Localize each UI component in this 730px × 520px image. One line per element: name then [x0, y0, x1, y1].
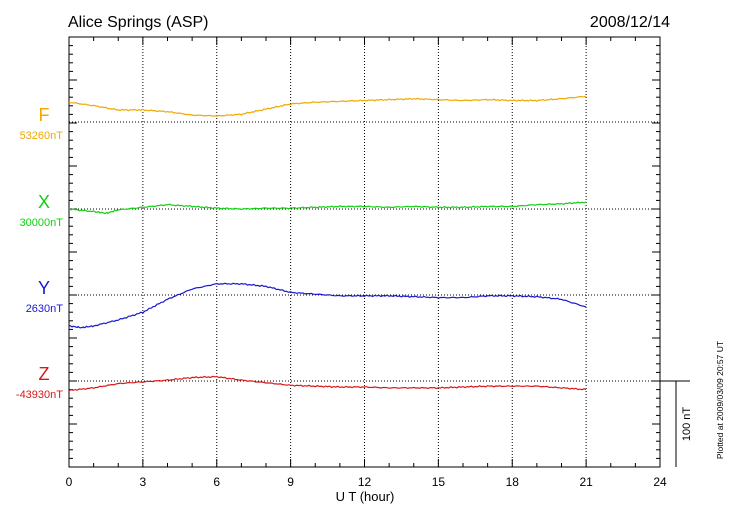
series-line-f [68, 95, 587, 117]
axis-ticks [68, 37, 661, 467]
x-tick-label: 0 [66, 475, 73, 489]
x-tick-label: 15 [432, 475, 446, 489]
plotted-at-footer: Plotted at 2009/03/09 20:57 UT [715, 341, 725, 459]
x-tick-labels: 0 3 6 9 12 15 18 21 24 [66, 475, 667, 489]
series-line-y [68, 282, 587, 329]
chart-date: 2008/12/14 [590, 14, 670, 31]
plot-frame [68, 36, 661, 468]
series-baseline-z: -43930nT [16, 389, 63, 401]
x-tick-label: 9 [287, 475, 294, 489]
grid-lines [69, 37, 660, 467]
scale-bar: 100 nT [660, 380, 693, 467]
series-name-x: X [38, 192, 50, 212]
scale-bar-label: 100 nT [681, 407, 693, 442]
x-tick-label: 6 [213, 475, 220, 489]
series-line-z [68, 375, 587, 392]
series-line-x [68, 201, 587, 215]
series-name-z: Z [39, 364, 50, 384]
x-tick-label: 3 [140, 475, 147, 489]
x-tick-label: 18 [506, 475, 520, 489]
series-lines [68, 95, 587, 392]
x-tick-label: 21 [579, 475, 593, 489]
chart-title: Alice Springs (ASP) [68, 14, 209, 31]
x-tick-label: 12 [358, 475, 372, 489]
series-name-y: Y [38, 278, 50, 298]
series-baseline-y: 2630nT [26, 303, 64, 315]
series-baseline-f: 53260nT [20, 130, 64, 142]
x-axis-label: U T (hour) [336, 489, 395, 504]
series-name-f: F [39, 105, 50, 125]
series-labels: F 53260nT X 30000nT Y 2630nT Z -43930nT [16, 105, 63, 401]
x-tick-label: 24 [653, 475, 667, 489]
series-baseline-x: 30000nT [20, 217, 64, 229]
